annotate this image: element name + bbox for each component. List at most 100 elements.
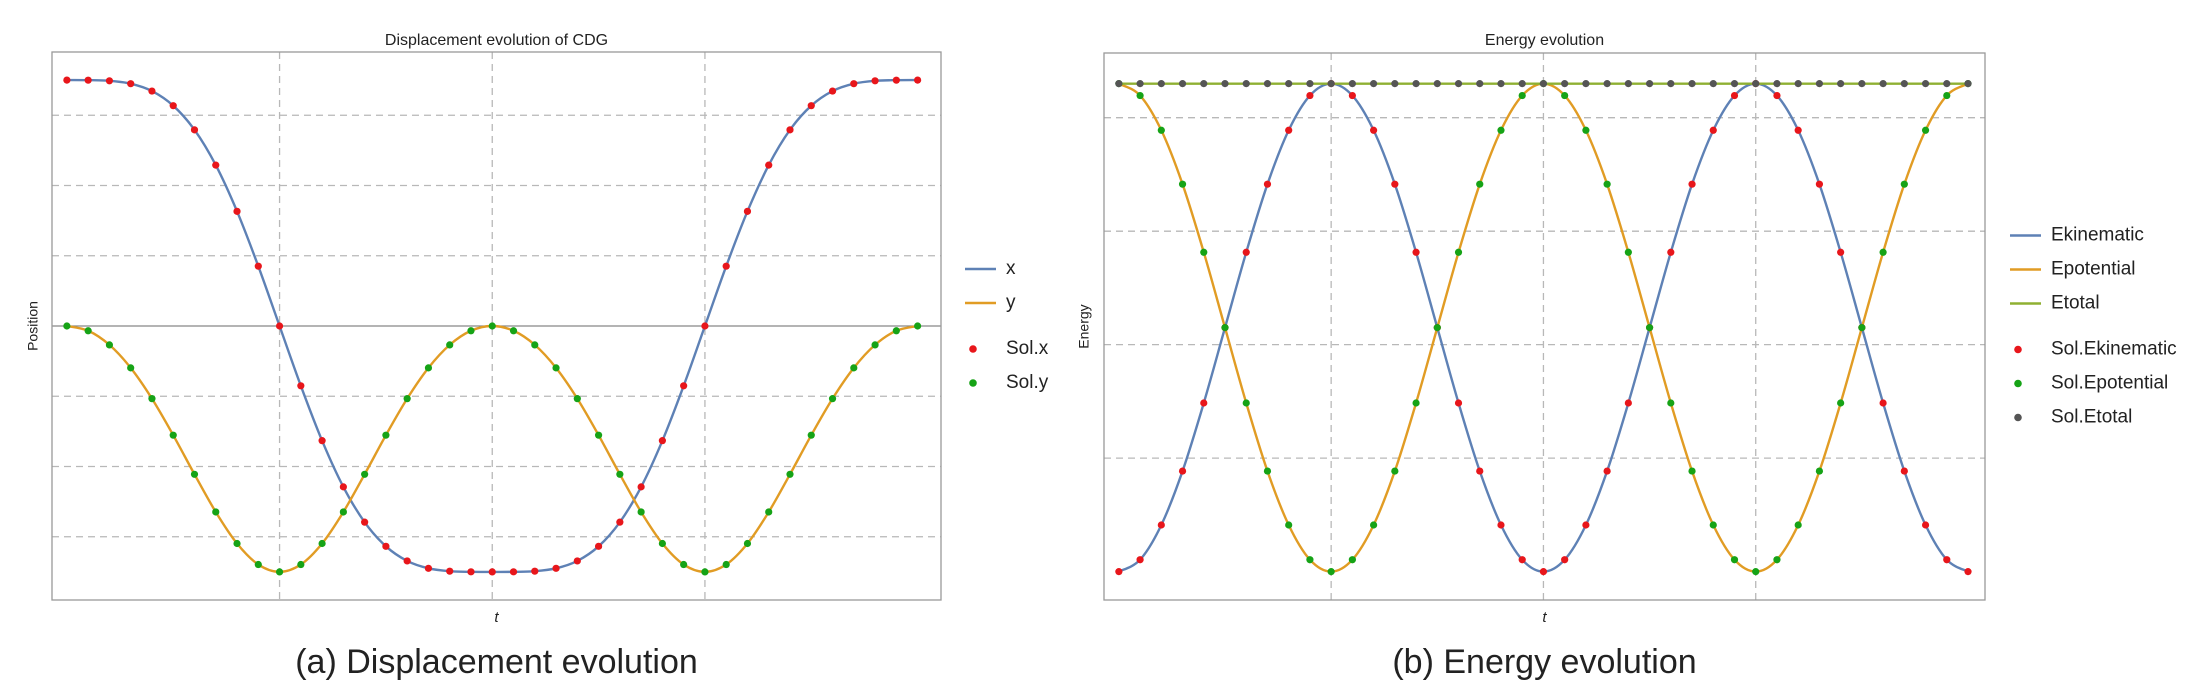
chart: Energy evolution t Energy (b) Energy evolut… <box>1076 32 2177 680</box>
point <box>1370 521 1378 529</box>
point <box>1837 399 1845 407</box>
point <box>1709 126 1717 134</box>
point <box>1561 91 1569 100</box>
point <box>1582 80 1590 88</box>
point <box>1518 91 1526 100</box>
point <box>1285 126 1293 134</box>
point <box>1752 568 1760 576</box>
point <box>531 341 539 349</box>
point <box>1497 80 1505 88</box>
point <box>1539 568 1548 576</box>
point <box>616 518 624 526</box>
point <box>1200 80 1208 88</box>
point <box>169 102 177 110</box>
point <box>1370 80 1378 88</box>
point <box>765 508 773 516</box>
point <box>1306 80 1314 88</box>
point <box>488 322 496 330</box>
point <box>1178 80 1187 88</box>
point <box>1645 324 1654 332</box>
legend-dot <box>969 379 977 387</box>
point <box>573 557 581 565</box>
legend-dot <box>2014 345 2022 354</box>
point <box>1794 80 1802 88</box>
point <box>1900 467 1908 475</box>
legend-label: Sol.Epotential <box>2051 373 2168 394</box>
point <box>1794 126 1802 134</box>
point <box>361 470 369 478</box>
point <box>1285 521 1293 529</box>
point <box>1688 80 1696 88</box>
chart: Displacement evolution of CDG t Position (a… <box>25 32 1049 680</box>
point <box>1476 467 1484 475</box>
point <box>701 322 709 330</box>
point <box>233 539 241 548</box>
point <box>1476 80 1484 88</box>
point <box>1645 80 1654 88</box>
point <box>1178 180 1187 188</box>
point <box>1221 324 1229 332</box>
point <box>1412 80 1420 88</box>
point <box>786 126 794 134</box>
point <box>850 80 858 88</box>
point <box>1454 399 1463 407</box>
point <box>892 327 900 335</box>
point <box>1730 556 1739 564</box>
point <box>1773 80 1781 88</box>
point <box>339 483 347 491</box>
point <box>190 126 199 134</box>
point <box>1858 80 1866 88</box>
point <box>1858 324 1866 332</box>
point <box>658 539 666 548</box>
point <box>318 539 326 548</box>
point <box>1263 80 1272 88</box>
point <box>680 382 688 390</box>
point <box>1582 126 1590 134</box>
point <box>1136 91 1144 100</box>
point <box>1476 180 1484 188</box>
point <box>1943 556 1951 564</box>
point <box>1667 248 1675 256</box>
point <box>1433 324 1441 332</box>
point <box>871 341 879 349</box>
point <box>233 207 241 215</box>
point <box>1157 126 1165 134</box>
point <box>1943 80 1951 88</box>
point <box>169 431 177 439</box>
point <box>1837 248 1845 256</box>
legend-label: Sol.y <box>1006 372 1049 393</box>
point <box>1603 80 1611 88</box>
point <box>63 322 71 330</box>
point <box>1624 80 1632 88</box>
point <box>807 431 815 439</box>
point <box>1688 180 1696 188</box>
point <box>1497 126 1505 134</box>
point <box>424 364 433 372</box>
point <box>424 564 433 572</box>
point <box>509 327 518 335</box>
point <box>297 382 305 390</box>
point <box>1794 521 1802 529</box>
point <box>1752 80 1760 88</box>
legend-label: Sol.Etotal <box>2051 407 2132 428</box>
point <box>914 322 922 330</box>
point <box>658 437 666 445</box>
point <box>275 322 284 330</box>
point <box>148 87 156 95</box>
point <box>1964 80 1972 88</box>
point <box>1879 80 1887 88</box>
chart-title: Displacement evolution of CDG <box>385 32 608 49</box>
point <box>1306 556 1314 564</box>
point <box>1433 80 1441 88</box>
point <box>1285 80 1293 88</box>
point <box>1815 467 1824 475</box>
point <box>1327 80 1335 88</box>
point <box>339 508 347 516</box>
point <box>84 76 92 84</box>
legend-dot <box>2014 379 2022 388</box>
point <box>743 207 752 215</box>
point <box>212 161 220 169</box>
point <box>382 431 390 439</box>
y-axis-label: Position <box>25 301 41 351</box>
